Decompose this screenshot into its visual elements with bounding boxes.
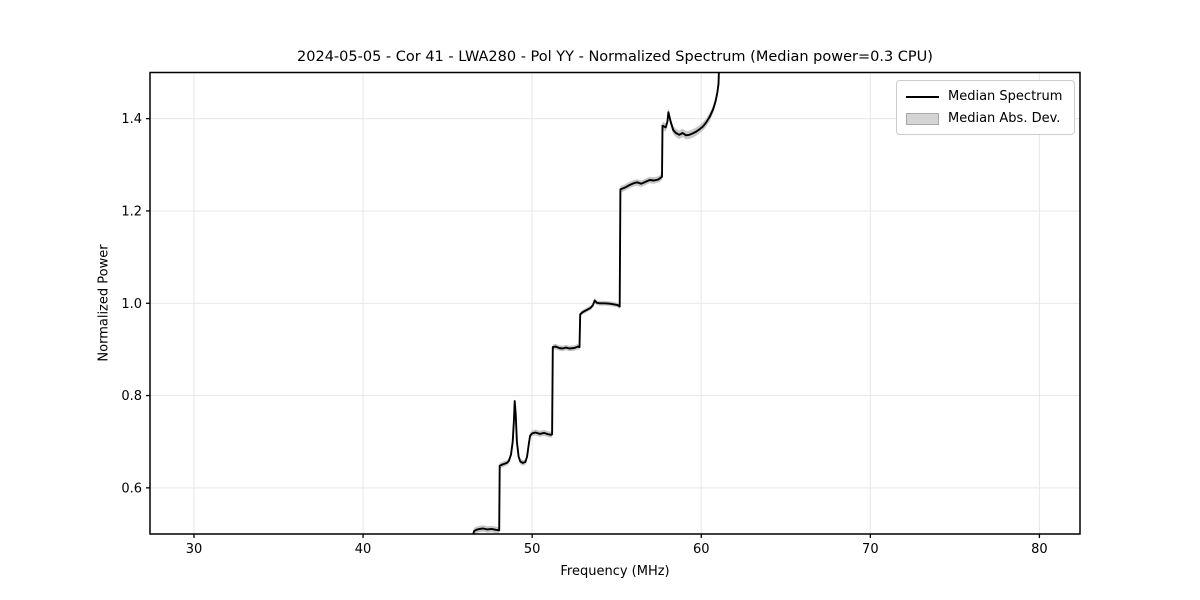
x-tick-label: 70	[862, 542, 879, 557]
y-tick-label: 1.0	[121, 297, 142, 312]
legend-item-median-abs-dev: Median Abs. Dev.	[906, 109, 1064, 128]
x-axis-label: Frequency (MHz)	[560, 564, 670, 579]
legend-label: Median Spectrum	[948, 89, 1063, 104]
y-tick-label: 0.6	[121, 481, 142, 496]
x-tick-label: 30	[186, 542, 203, 557]
median-spectrum-line	[472, 72, 720, 534]
y-tick-label: 0.8	[121, 389, 142, 404]
legend-item-median-spectrum: Median Spectrum	[906, 87, 1064, 106]
mad-band	[473, 72, 720, 534]
y-tick-label: 1.2	[121, 204, 142, 219]
x-tick-label: 40	[355, 542, 372, 557]
chart-title: 2024-05-05 - Cor 41 - LWA280 - Pol YY - …	[297, 49, 933, 65]
legend: Median Spectrum Median Abs. Dev.	[896, 80, 1075, 135]
x-tick-label: 50	[524, 542, 541, 557]
line-sample-icon	[906, 95, 939, 98]
x-tick-label: 80	[1031, 542, 1048, 557]
x-tick-label: 60	[693, 542, 710, 557]
y-tick-label: 1.4	[121, 112, 142, 127]
patch-sample-icon	[906, 112, 939, 125]
y-axis-label: Normalized Power	[96, 244, 112, 362]
legend-label: Median Abs. Dev.	[948, 111, 1061, 126]
